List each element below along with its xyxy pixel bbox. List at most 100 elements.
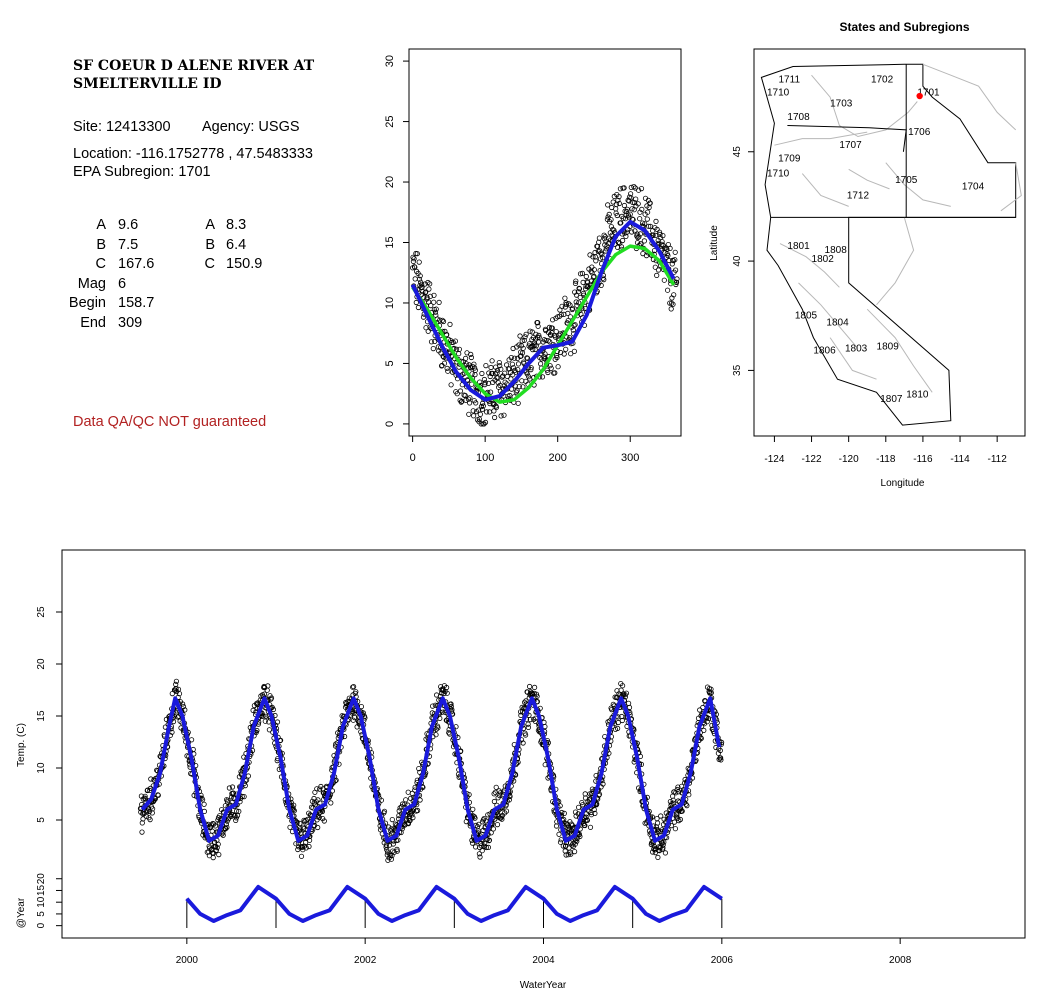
- observed-point: [576, 300, 582, 306]
- observed-point: [428, 339, 435, 345]
- observed-point: [590, 254, 596, 260]
- observed-temperature-point: [443, 684, 450, 691]
- observed-point: [661, 277, 667, 283]
- observed-point: [452, 338, 458, 344]
- observed-temperature-point: [155, 792, 161, 798]
- observed-point: [672, 267, 679, 273]
- observed-point: [548, 332, 554, 338]
- fit-line-green: [411, 244, 676, 404]
- observed-point: [637, 231, 644, 237]
- param-value: 9.6: [118, 217, 139, 233]
- observed-temperature-point: [378, 797, 384, 803]
- observed-point: [524, 355, 531, 361]
- observed-point: [511, 355, 518, 361]
- observed-point: [638, 241, 644, 247]
- subregion-label: 1704: [962, 182, 985, 193]
- observed-point: [410, 258, 416, 264]
- observed-temperature-point: [708, 686, 714, 692]
- observed-temperature-point: [609, 706, 615, 713]
- observed-temperature-point: [477, 854, 483, 860]
- observed-point: [562, 295, 568, 301]
- y-tick-label: 25: [384, 115, 396, 127]
- observed-point: [413, 299, 419, 306]
- observed-temperature-point: [321, 818, 327, 824]
- observed-point: [471, 361, 477, 367]
- observed-point: [467, 395, 473, 401]
- observed-point: [516, 342, 522, 348]
- observed-point: [427, 281, 433, 287]
- observed-point: [591, 267, 597, 273]
- observed-temperature-point: [306, 843, 312, 850]
- observed-temperature-point: [556, 831, 562, 837]
- subregion-boundary: [811, 74, 918, 138]
- subregion-boundary: [774, 131, 868, 146]
- observed-temperature-point: [654, 820, 661, 826]
- epa-subregion: EPA Subregion: 1701: [73, 164, 211, 180]
- observed-temperature-point: [485, 812, 491, 818]
- observed-point: [501, 412, 507, 418]
- observed-temperature-point: [498, 814, 504, 820]
- lon-tick-label: -114: [950, 454, 970, 465]
- observed-temperature-point: [303, 845, 309, 851]
- observed-temperature-point: [447, 731, 453, 737]
- observed-point: [618, 220, 624, 226]
- observed-point: [419, 281, 425, 287]
- map-plot: States and Subregions -124 -122 -120 -118 -11…: [709, 20, 1026, 489]
- observed-temperature-point: [568, 821, 575, 827]
- observed-temperature-point: [394, 848, 400, 854]
- observed-temperature-point: [589, 786, 596, 792]
- lon-tick-label: -122: [802, 454, 822, 465]
- lat-tick-label: 40: [732, 255, 743, 267]
- observed-point: [441, 360, 448, 366]
- observed-point: [601, 232, 607, 238]
- observed-point: [545, 338, 551, 344]
- observed-temperature-point: [619, 683, 626, 689]
- observed-point: [463, 361, 469, 367]
- temp-ylabel: Temp. (C): [16, 723, 27, 767]
- observed-point: [416, 259, 422, 265]
- observed-point: [533, 331, 539, 337]
- observed-temperature-point: [433, 726, 439, 732]
- subregion-boundary: [866, 308, 933, 393]
- observed-point: [608, 217, 614, 223]
- observed-temperature-point: [615, 719, 621, 726]
- observed-temperature-point: [626, 704, 633, 711]
- observed-point: [547, 339, 553, 345]
- strip-tick-label: 10: [36, 896, 47, 908]
- observed-temperature-point: [570, 841, 576, 847]
- observed-temperature-point: [618, 687, 624, 693]
- subregion-label: 1701: [917, 88, 940, 99]
- observed-temperature-point: [389, 816, 395, 823]
- subregion-boundary: [885, 162, 951, 207]
- observed-point: [567, 314, 574, 320]
- observed-point: [458, 399, 464, 405]
- observed-point: [509, 361, 516, 367]
- observed-point: [521, 337, 527, 343]
- observed-temperature-point: [553, 823, 560, 829]
- x-tick-label: 0: [410, 452, 416, 464]
- observed-temperature-point: [260, 713, 266, 719]
- observed-point: [669, 261, 675, 267]
- observed-point: [421, 294, 427, 301]
- subregion-label: 1711: [779, 75, 801, 86]
- observed-point: [488, 364, 494, 371]
- temp-tick-label: 15: [36, 710, 47, 722]
- observed-point: [644, 216, 650, 222]
- observed-point: [605, 202, 611, 208]
- observed-point: [573, 278, 579, 284]
- subregion-label: 1808: [825, 245, 848, 256]
- subregion-label: 1705: [895, 175, 918, 186]
- observed-point: [667, 245, 673, 251]
- observed-point: [553, 328, 559, 335]
- observed-point: [545, 369, 551, 376]
- observed-point: [468, 351, 474, 357]
- y-tick-label: 5: [384, 360, 396, 366]
- observed-point: [575, 289, 582, 295]
- subregion-label: 1708: [787, 112, 810, 123]
- observed-point: [420, 289, 426, 295]
- observed-point: [415, 304, 421, 311]
- observed-point: [573, 299, 579, 305]
- strip-ylabel: @Year: [16, 897, 27, 928]
- observed-point: [496, 359, 502, 366]
- observed-temperature-point: [478, 843, 484, 849]
